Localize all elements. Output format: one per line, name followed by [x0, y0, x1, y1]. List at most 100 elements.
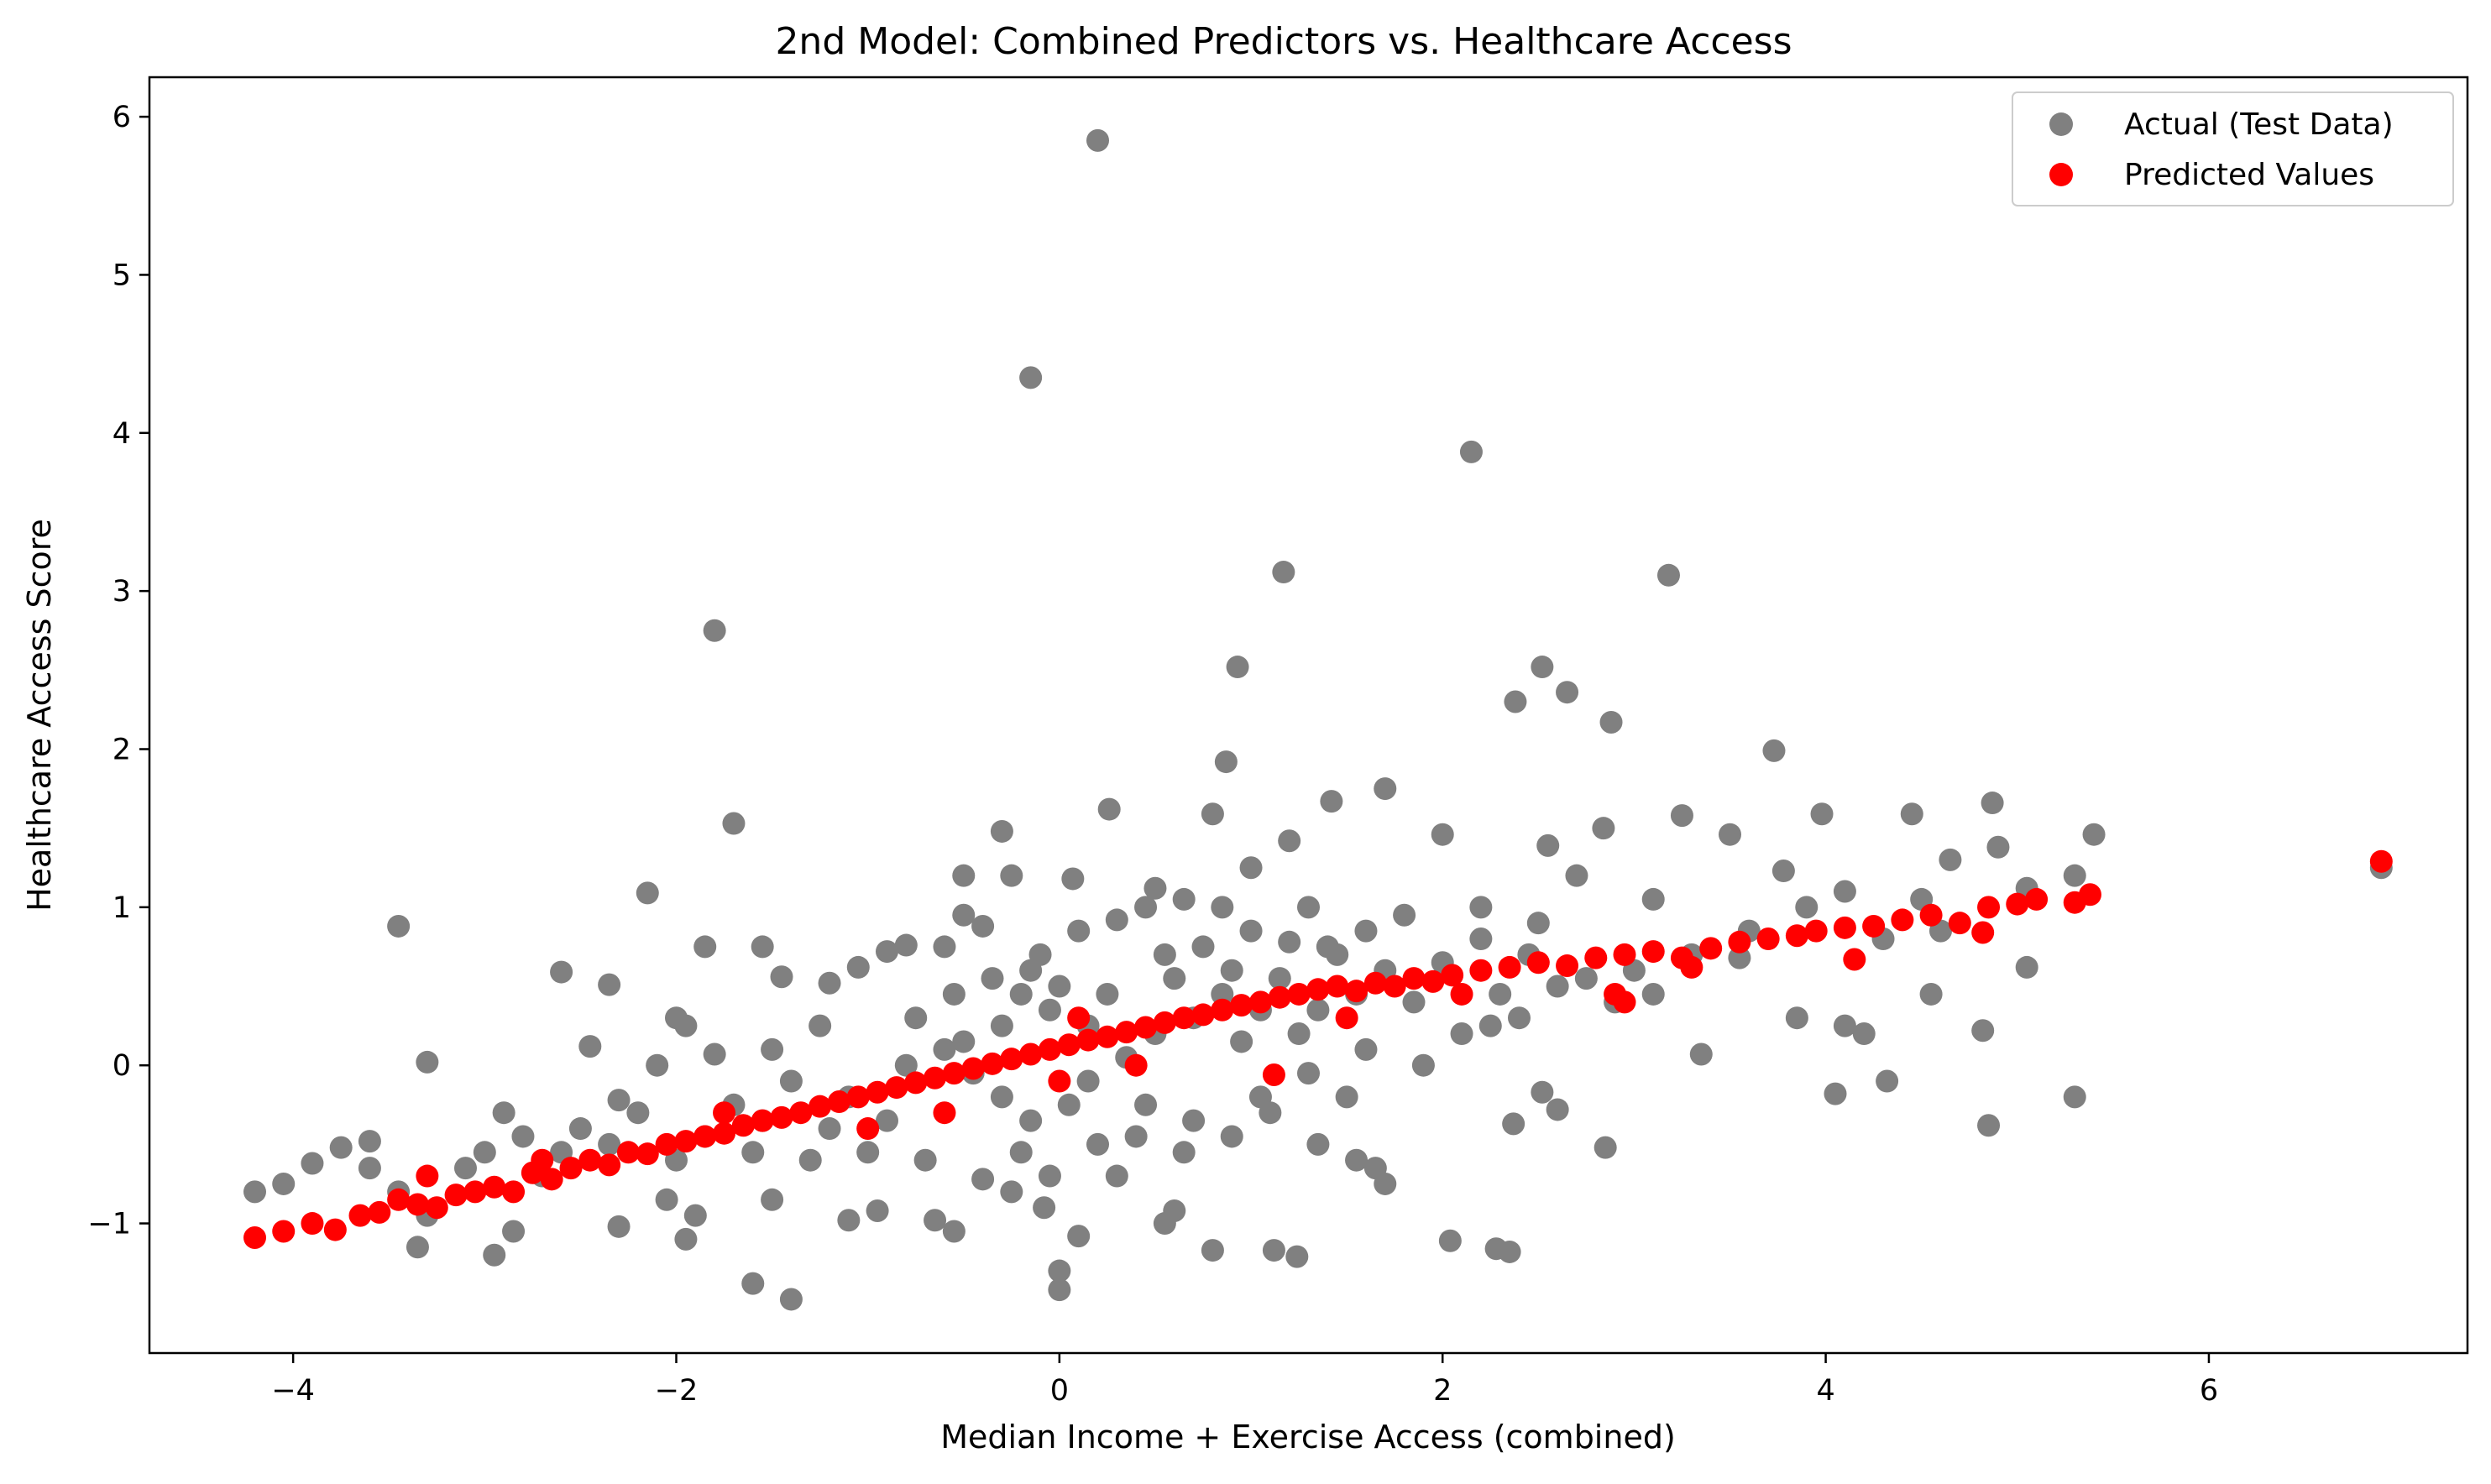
predicted-point: [856, 1117, 880, 1141]
actual-point: [990, 1014, 1013, 1037]
actual-point: [1272, 561, 1295, 584]
predicted-point: [1891, 908, 1914, 932]
predicted-point: [387, 1188, 411, 1211]
actual-point: [1594, 1136, 1617, 1159]
actual-point: [952, 864, 976, 887]
y-axis-label: Healthcare Access Score: [21, 519, 58, 912]
actual-point: [243, 1180, 266, 1204]
predicted-point: [789, 1101, 813, 1125]
actual-point: [818, 1117, 841, 1141]
predicted-point: [1067, 1006, 1091, 1030]
actual-point: [1498, 1240, 1521, 1263]
actual-point: [1431, 823, 1454, 846]
legend-label-actual: Actual (Test Data): [2124, 107, 2394, 142]
actual-point: [1450, 1022, 1473, 1046]
y-tick-label: 6: [113, 101, 131, 134]
predicted-point: [531, 1148, 554, 1172]
actual-point: [1833, 1014, 1856, 1037]
actual-point: [703, 619, 726, 642]
predicted-point: [636, 1142, 659, 1166]
actual-point: [924, 1209, 947, 1232]
y-tick-label: 4: [113, 417, 131, 451]
actual-point: [1201, 802, 1224, 826]
predicted-point: [368, 1200, 391, 1224]
predicted-point: [674, 1130, 698, 1153]
actual-point: [741, 1272, 765, 1295]
predicted-point: [1326, 975, 1349, 998]
actual-point: [1354, 1037, 1378, 1061]
actual-point: [818, 971, 841, 995]
predicted-point: [2006, 892, 2029, 916]
actual-point: [1009, 982, 1033, 1006]
actual-point: [1876, 1069, 1899, 1093]
actual-point: [913, 1148, 937, 1172]
actual-point: [1028, 943, 1052, 966]
predicted-point: [1383, 975, 1406, 998]
predicted-point: [1172, 1006, 1196, 1030]
actual-point: [272, 1172, 296, 1195]
actual-point: [933, 1037, 956, 1061]
actual-point: [1526, 912, 1550, 935]
predicted-point: [1248, 990, 1272, 1014]
predicted-point: [713, 1101, 736, 1125]
predicted-point: [866, 1080, 889, 1104]
predicted-point: [1526, 951, 1550, 975]
actual-point: [1096, 982, 1119, 1006]
actual-point: [761, 1188, 784, 1211]
predicted-point: [1699, 937, 1723, 960]
actual-point: [1268, 967, 1291, 990]
actual-point: [1153, 943, 1176, 966]
actual-point: [626, 1101, 650, 1125]
plot-frame: [148, 76, 2469, 1355]
actual-point: [1411, 1053, 1435, 1077]
actual-point: [1076, 1069, 1100, 1093]
predicted-point: [751, 1109, 774, 1132]
x-tick-label: 2: [1433, 1374, 1452, 1408]
predicted-point: [416, 1164, 439, 1188]
actual-point: [607, 1089, 631, 1112]
predicted-point: [1211, 998, 1234, 1022]
predicted-point: [1613, 943, 1636, 966]
actual-point: [761, 1037, 784, 1061]
actual-point: [1000, 1180, 1023, 1204]
actual-point: [1038, 1164, 1061, 1188]
actual-point: [646, 1053, 669, 1077]
actual-point: [1201, 1239, 1224, 1262]
actual-point: [1134, 1093, 1158, 1116]
actual-point: [722, 812, 746, 835]
predicted-point: [1680, 955, 1703, 979]
predicted-point: [693, 1125, 717, 1148]
actual-point: [598, 1132, 621, 1156]
actual-point: [1086, 128, 1109, 152]
predicted-point: [933, 1101, 956, 1125]
actual-point: [1469, 896, 1493, 919]
actual-point: [837, 1209, 861, 1232]
actual-point: [1599, 710, 1623, 734]
actual-point: [1531, 1080, 1554, 1104]
actual-point: [1316, 935, 1339, 959]
predicted-point: [1048, 1069, 1071, 1093]
predicted-point: [1556, 954, 1579, 978]
actual-point: [1214, 750, 1238, 774]
actual-point: [655, 1188, 678, 1211]
actual-point: [2063, 1085, 2086, 1109]
predicted-point: [1363, 971, 1387, 995]
predicted-point: [1268, 985, 1291, 1009]
series-actual-points: [243, 128, 2393, 1311]
predicted-point: [1262, 1063, 1285, 1087]
actual-point: [798, 1148, 822, 1172]
actual-point: [990, 819, 1013, 843]
predicted-point: [731, 1114, 755, 1137]
y-tick-label: 1: [113, 891, 131, 925]
predicted-point: [1038, 1037, 1061, 1061]
predicted-point: [885, 1076, 908, 1100]
actual-point: [454, 1157, 477, 1180]
actual-point: [1771, 860, 1795, 883]
predicted-point: [1096, 1025, 1119, 1048]
actual-point: [1531, 656, 1554, 679]
predicted-point: [616, 1141, 640, 1164]
actual-point: [990, 1085, 1013, 1109]
predicted-point: [406, 1193, 429, 1216]
predicted-point: [483, 1175, 506, 1199]
